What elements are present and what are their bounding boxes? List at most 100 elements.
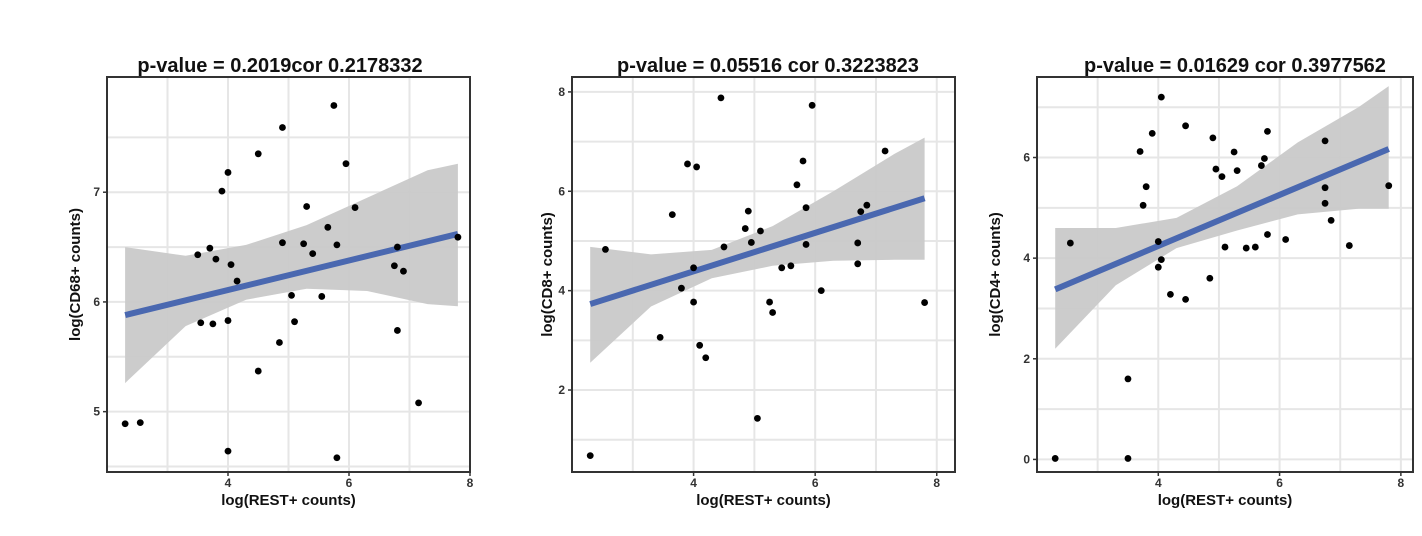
data-point (881, 147, 889, 155)
data-point (1157, 256, 1165, 264)
data-point (233, 277, 241, 285)
data-point (1124, 455, 1132, 462)
data-point (206, 244, 214, 252)
plot-frame (571, 76, 956, 473)
y-tick-label: 6 (93, 295, 100, 309)
data-point (684, 160, 691, 168)
data-point (1242, 244, 1250, 252)
data-point (690, 298, 697, 306)
data-point (194, 251, 202, 259)
data-point (754, 414, 761, 422)
data-point (288, 291, 295, 299)
data-point (1261, 155, 1268, 162)
data-point (351, 204, 359, 211)
plot-frame (1036, 76, 1414, 473)
data-point (1182, 122, 1189, 130)
data-point (342, 160, 350, 168)
data-point (1218, 173, 1226, 181)
chart-panel-3: 4 6 8 0 2 4 6 p-value = 0.01629 cor 0.3977562 lo… (987, 55, 1414, 509)
x-axis-label: log(REST+ counts) (221, 492, 356, 509)
y-tick-label: 4 (1023, 251, 1030, 265)
data-point (1233, 167, 1241, 174)
data-point (1282, 236, 1290, 243)
data-point (454, 233, 462, 241)
data-point (799, 157, 807, 165)
y-tick-label: 5 (93, 405, 100, 419)
x-tick-label: 8 (467, 476, 474, 490)
data-point (324, 223, 332, 231)
x-tick-label: 6 (346, 476, 353, 490)
y-tick-label: 8 (558, 85, 565, 99)
x-tick-label: 6 (812, 476, 819, 490)
y-tick-label: 0 (1023, 452, 1030, 466)
data-point (1124, 375, 1132, 383)
data-point (1321, 184, 1329, 192)
data-point (394, 327, 401, 334)
x-tick-label: 8 (1398, 476, 1405, 490)
data-point (224, 169, 232, 176)
data-point (769, 309, 777, 316)
y-tick-label: 6 (1023, 151, 1030, 165)
data-point (1051, 455, 1059, 462)
data-point (854, 260, 862, 268)
y-axis-label: log(CD8+ counts) (539, 212, 556, 337)
data-point (197, 319, 205, 327)
data-point (1251, 243, 1259, 251)
data-point (1206, 274, 1214, 282)
data-point (747, 239, 755, 246)
data-point (121, 420, 129, 428)
data-point (656, 333, 664, 341)
chart-panel-2: 4 6 8 2 4 6 8 p-value = 0.05516 cor 0.3223823 lo… (539, 55, 956, 509)
data-point (744, 207, 752, 215)
chart-title: p-value = 0.01629 cor 0.3977562 (1084, 55, 1386, 77)
y-axis-label: log(CD4+ counts) (987, 212, 1004, 337)
data-point (1264, 231, 1271, 238)
data-point (857, 208, 865, 216)
data-point (787, 262, 795, 270)
data-point (303, 203, 311, 210)
data-point (254, 150, 262, 158)
x-tick-label: 6 (1276, 476, 1283, 490)
data-point (1345, 242, 1353, 249)
regression-line (1054, 146, 1390, 293)
data-point (720, 243, 728, 251)
data-point (318, 293, 326, 300)
data-point (1321, 137, 1329, 145)
data-point (696, 341, 704, 349)
plot-frame (106, 76, 471, 473)
data-point (1182, 296, 1189, 303)
data-point (741, 225, 749, 232)
data-point (793, 181, 801, 189)
y-tick-label: 6 (558, 184, 565, 198)
y-axis-label: log(CD68+ counts) (67, 208, 84, 341)
x-tick-label: 8 (933, 476, 940, 490)
data-point (1221, 243, 1229, 251)
chart-title: p-value = 0.05516 cor 0.3223823 (617, 55, 919, 77)
data-point (224, 317, 232, 324)
data-point (1385, 182, 1393, 190)
data-point (212, 255, 220, 263)
data-point (717, 94, 725, 102)
data-point (1148, 129, 1156, 137)
data-point (1142, 183, 1150, 191)
data-point (586, 452, 594, 460)
y-tick-label: 4 (558, 284, 565, 298)
y-tick-label: 2 (558, 383, 565, 397)
data-point (1154, 263, 1162, 271)
data-point (602, 246, 609, 253)
data-point (330, 102, 338, 109)
data-point (1209, 134, 1217, 142)
data-point (1139, 201, 1147, 209)
data-point (394, 243, 401, 251)
data-point (921, 299, 929, 306)
data-point (766, 298, 773, 306)
data-point (1264, 127, 1271, 135)
data-point (400, 267, 407, 275)
data-point (333, 241, 341, 249)
data-point (817, 287, 825, 295)
y-tick-label: 2 (1023, 352, 1030, 366)
data-point (778, 264, 786, 272)
data-point (415, 399, 422, 407)
data-point (309, 250, 317, 258)
